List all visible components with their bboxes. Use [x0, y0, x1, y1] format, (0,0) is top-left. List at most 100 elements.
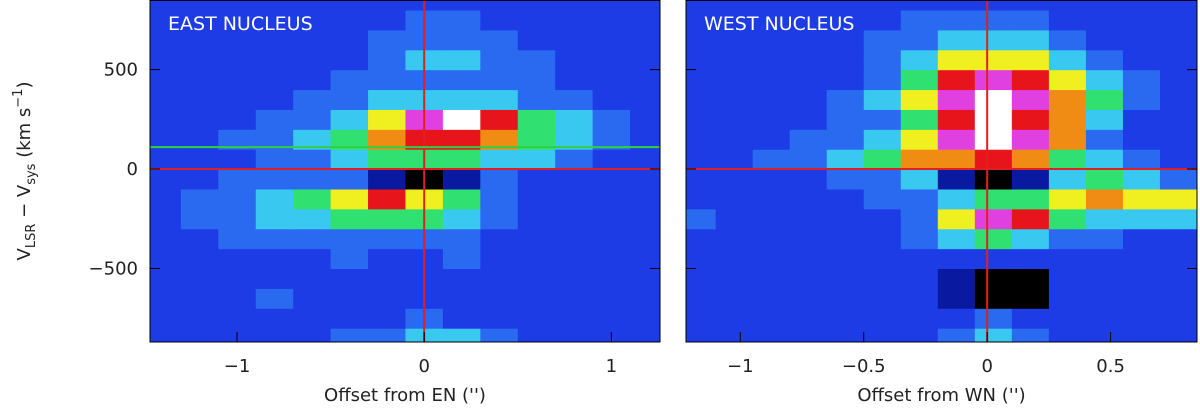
- heatmap-cell: [368, 288, 407, 309]
- heatmap-cell: [826, 288, 865, 309]
- heatmap-cell: [752, 248, 791, 270]
- heatmap-cell: [218, 169, 257, 190]
- heatmap-cell: [1048, 149, 1087, 170]
- heatmap-cell: [592, 0, 631, 11]
- x-tick-label: 0: [981, 356, 992, 377]
- heatmap-cell: [442, 248, 481, 270]
- heatmap-cell: [1122, 9, 1161, 31]
- heatmap-cell: [686, 89, 717, 110]
- heatmap-cell: [974, 149, 1013, 170]
- heatmap-cell: [789, 169, 828, 190]
- heatmap-cell: [218, 29, 257, 51]
- plot-frame: [685, 0, 1198, 343]
- heatmap-cell: [789, 228, 828, 250]
- heatmap-cell: [555, 0, 594, 11]
- heatmap-cell: [1085, 268, 1124, 289]
- heatmap-cell: [592, 9, 631, 31]
- heatmap-cell: [900, 49, 939, 71]
- heatmap-cell: [630, 248, 660, 270]
- heatmap-cell: [150, 69, 182, 91]
- heatmap-cell: [255, 49, 294, 71]
- heatmap-cell: [368, 89, 407, 110]
- heatmap-cell: [937, 129, 976, 150]
- heatmap-cell: [517, 308, 556, 329]
- heatmap-cell: [630, 308, 660, 329]
- heatmap-cell: [715, 308, 754, 329]
- heatmap-cell: [715, 188, 754, 210]
- heatmap-cell: [442, 228, 481, 250]
- heatmap-cell: [630, 9, 660, 31]
- x-axis-label: Offset from EN (''): [324, 385, 486, 406]
- heatmap-cell: [480, 308, 519, 329]
- heatmap-cell: [1159, 129, 1197, 150]
- heatmap-cell: [150, 228, 182, 250]
- heatmap-cell: [592, 188, 631, 210]
- heatmap-cell: [900, 69, 939, 91]
- heatmap-cell: [974, 29, 1013, 51]
- heatmap-cell: [150, 89, 182, 110]
- heatmap-cell: [1122, 29, 1161, 51]
- heatmap-cell: [752, 169, 791, 190]
- heatmap-cell: [1085, 9, 1124, 31]
- heatmap-cell: [826, 268, 865, 289]
- heatmap-cell: [218, 9, 257, 31]
- heatmap-cell: [330, 0, 369, 11]
- y-label-part: sys: [24, 163, 39, 184]
- heatmap-cell: [974, 0, 1013, 11]
- heatmap-cell: [255, 268, 294, 289]
- heatmap-cell: [150, 0, 182, 11]
- heatmap-cell: [630, 169, 660, 190]
- heatmap-cell: [442, 208, 481, 230]
- heatmap-cell: [480, 208, 519, 230]
- heatmap-cell: [517, 208, 556, 230]
- heatmap-cell: [255, 69, 294, 91]
- heatmap-cell: [752, 268, 791, 289]
- heatmap-cell: [1159, 228, 1197, 250]
- heatmap-cell: [715, 109, 754, 130]
- heatmap-cell: [937, 288, 976, 309]
- heatmap-cell: [180, 169, 219, 190]
- heatmap-cell: [752, 188, 791, 210]
- heatmap-cell: [1048, 49, 1087, 71]
- heatmap-cell: [1048, 69, 1087, 91]
- heatmap-cell: [863, 268, 902, 289]
- heatmap: [150, 0, 660, 342]
- heatmap-cell: [1159, 268, 1197, 289]
- heatmap-cell: [180, 129, 219, 150]
- heatmap-cell: [255, 0, 294, 11]
- heatmap-cell: [974, 308, 1013, 329]
- heatmap-cell: [592, 169, 631, 190]
- heatmap-cell: [592, 288, 631, 309]
- heatmap-cell: [900, 228, 939, 250]
- heatmap-cell: [686, 149, 717, 170]
- heatmap-cell: [686, 169, 717, 190]
- heatmap-cell: [368, 49, 407, 71]
- heatmap-cell: [1159, 188, 1197, 210]
- heatmap-cell: [752, 328, 791, 342]
- heatmap-cell: [555, 188, 594, 210]
- heatmap-cell: [293, 129, 332, 150]
- heatmap-cell: [218, 109, 257, 130]
- heatmap-cell: [1085, 208, 1124, 230]
- heatmap-cell: [480, 169, 519, 190]
- heatmap-cell: [1122, 188, 1161, 210]
- heatmap-cell: [826, 129, 865, 150]
- heatmap-cell: [330, 9, 369, 31]
- heatmap-cell: [1085, 0, 1124, 11]
- heatmap-cell: [517, 228, 556, 250]
- y-label-part: ): [14, 82, 35, 89]
- heatmap-cell: [752, 308, 791, 329]
- heatmap-cell: [218, 49, 257, 71]
- heatmap-cell: [330, 89, 369, 110]
- heatmap-cell: [863, 308, 902, 329]
- heatmap-cell: [218, 149, 257, 170]
- heatmap-cell: [974, 188, 1013, 210]
- heatmap-cell: [555, 288, 594, 309]
- heatmap-cell: [555, 208, 594, 230]
- heatmap-cell: [715, 149, 754, 170]
- heatmap-cell: [789, 49, 828, 71]
- x-tick-label: 1: [606, 356, 617, 377]
- heatmap-cell: [592, 308, 631, 329]
- heatmap-cell: [826, 208, 865, 230]
- heatmap-cell: [937, 89, 976, 110]
